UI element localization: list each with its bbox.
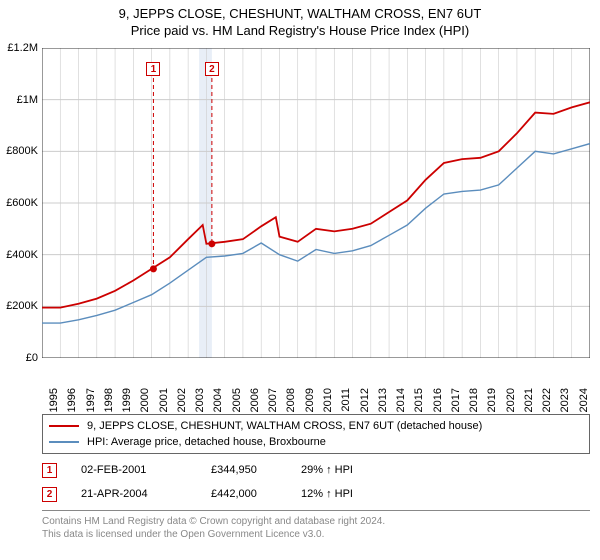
y-axis-labels: £0£200K£400K£600K£800K£1M£1.2M bbox=[0, 48, 40, 358]
x-tick-label: 2000 bbox=[140, 388, 152, 412]
x-tick-label: 2014 bbox=[395, 388, 407, 412]
y-tick-label: £200K bbox=[6, 300, 38, 312]
legend-label: 9, JEPPS CLOSE, CHESHUNT, WALTHAM CROSS,… bbox=[87, 420, 482, 432]
y-tick-label: £400K bbox=[6, 249, 38, 261]
legend-swatch bbox=[49, 441, 79, 443]
chart-sale-marker: 2 bbox=[205, 62, 219, 76]
marker-table-row: 1 02-FEB-2001£344,95029% ↑ HPI bbox=[42, 458, 590, 482]
marker-delta: 29% ↑ HPI bbox=[301, 464, 431, 476]
x-tick-label: 2002 bbox=[176, 388, 188, 412]
x-tick-label: 2020 bbox=[505, 388, 517, 412]
marker-delta: 12% ↑ HPI bbox=[301, 488, 431, 500]
marker-date: 02-FEB-2001 bbox=[81, 464, 211, 476]
legend-item: 9, JEPPS CLOSE, CHESHUNT, WALTHAM CROSS,… bbox=[49, 418, 583, 434]
markers-table: 1 02-FEB-2001£344,95029% ↑ HPI 2 21-APR-200… bbox=[42, 458, 590, 506]
marker-number-box: 2 bbox=[42, 487, 57, 502]
chart-subtitle: Price paid vs. HM Land Registry's House … bbox=[0, 21, 600, 38]
x-tick-label: 2012 bbox=[359, 388, 371, 412]
marker-price: £344,950 bbox=[211, 464, 301, 476]
x-tick-label: 2009 bbox=[304, 388, 316, 412]
x-tick-label: 1998 bbox=[103, 388, 115, 412]
marker-table-row: 2 21-APR-2004£442,00012% ↑ HPI bbox=[42, 482, 590, 506]
y-tick-label: £600K bbox=[6, 197, 38, 209]
marker-price: £442,000 bbox=[211, 488, 301, 500]
footer-line-2: This data is licensed under the Open Gov… bbox=[42, 528, 590, 541]
x-tick-label: 2004 bbox=[213, 388, 225, 412]
x-tick-label: 2011 bbox=[340, 388, 352, 412]
x-tick-label: 2024 bbox=[578, 388, 590, 412]
x-tick-label: 1995 bbox=[48, 388, 60, 412]
x-tick-label: 1996 bbox=[67, 388, 79, 412]
x-tick-label: 2007 bbox=[267, 388, 279, 412]
x-tick-label: 1997 bbox=[85, 388, 97, 412]
x-tick-label: 2023 bbox=[560, 388, 572, 412]
x-tick-label: 1999 bbox=[121, 388, 133, 412]
x-tick-label: 2003 bbox=[194, 388, 206, 412]
x-tick-label: 2006 bbox=[249, 388, 261, 412]
y-tick-label: £0 bbox=[26, 352, 38, 364]
y-tick-label: £800K bbox=[6, 145, 38, 157]
x-tick-label: 2021 bbox=[523, 388, 535, 412]
footer-attribution: Contains HM Land Registry data © Crown c… bbox=[42, 510, 590, 541]
marker-number-box: 1 bbox=[42, 463, 57, 478]
x-tick-label: 2013 bbox=[377, 388, 389, 412]
y-tick-label: £1M bbox=[17, 94, 38, 106]
x-tick-label: 2016 bbox=[432, 388, 444, 412]
x-tick-label: 2019 bbox=[487, 388, 499, 412]
x-tick-label: 2001 bbox=[158, 388, 170, 412]
legend-label: HPI: Average price, detached house, Brox… bbox=[87, 436, 326, 448]
x-axis-labels: 1995 1996 1997 1998 1999 2000 2001 2002 2003 2004… bbox=[42, 360, 590, 410]
chart-svg bbox=[42, 48, 590, 358]
footer-line-1: Contains HM Land Registry data © Crown c… bbox=[42, 515, 590, 528]
x-tick-label: 2022 bbox=[541, 388, 553, 412]
x-tick-label: 2008 bbox=[286, 388, 298, 412]
chart-sale-marker: 1 bbox=[146, 62, 160, 76]
x-tick-label: 2017 bbox=[450, 388, 462, 412]
legend-item: HPI: Average price, detached house, Brox… bbox=[49, 434, 583, 450]
chart-title: 9, JEPPS CLOSE, CHESHUNT, WALTHAM CROSS,… bbox=[0, 0, 600, 21]
x-tick-label: 2010 bbox=[322, 388, 334, 412]
chart-area: 12 bbox=[42, 48, 590, 408]
legend-swatch bbox=[49, 425, 79, 427]
x-tick-label: 2018 bbox=[468, 388, 480, 412]
marker-date: 21-APR-2004 bbox=[81, 488, 211, 500]
x-tick-label: 2005 bbox=[231, 388, 243, 412]
y-tick-label: £1.2M bbox=[7, 42, 38, 54]
legend: 9, JEPPS CLOSE, CHESHUNT, WALTHAM CROSS,… bbox=[42, 414, 590, 454]
x-tick-label: 2015 bbox=[414, 388, 426, 412]
